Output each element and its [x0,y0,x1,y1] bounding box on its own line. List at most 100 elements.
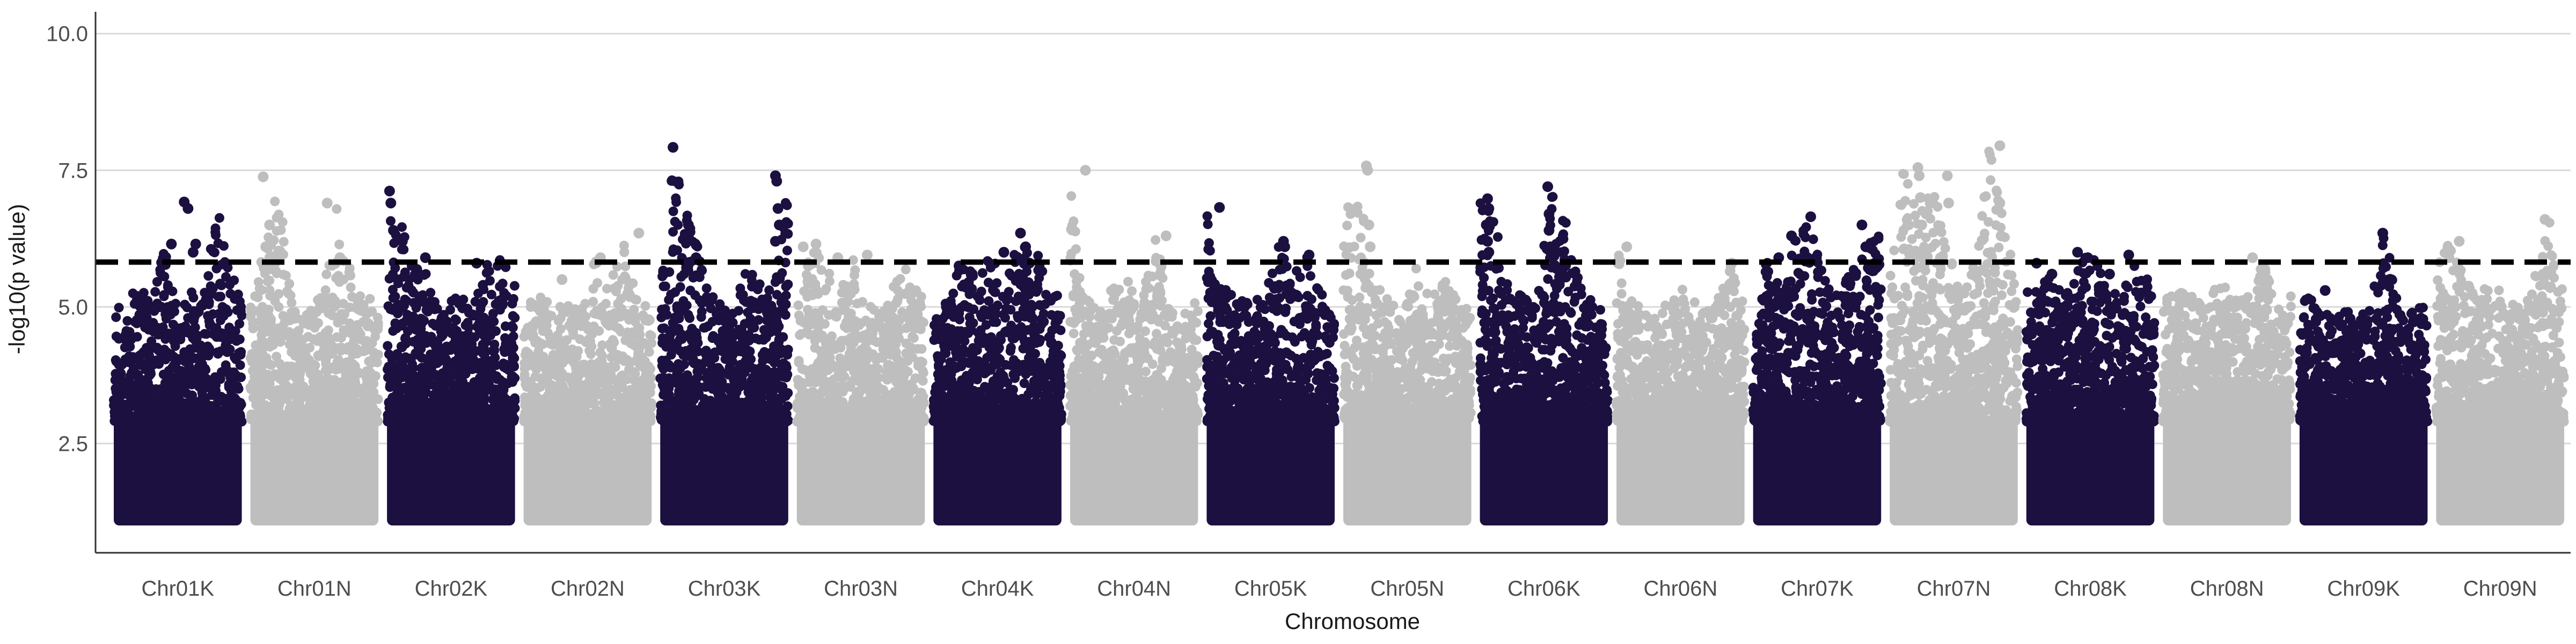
snp-point [385,197,397,209]
snp-point [452,326,462,336]
snp-point [182,203,194,214]
snp-point [132,332,142,342]
snp-point [287,347,297,357]
snp-point [264,311,274,321]
snp-point [158,369,169,379]
snp-point [541,320,552,331]
dense-points-chr01n [250,416,379,526]
snp-point [324,394,334,405]
snp-point [333,318,343,328]
snp-point [761,333,771,343]
snp-point [793,300,803,310]
snp-point [620,273,631,283]
snp-point [613,298,623,309]
snp-point [764,380,774,390]
snp-point [701,356,711,367]
snp-point [213,411,223,421]
snp-point [456,383,466,393]
snp-point [408,406,419,416]
snp-point [594,326,604,336]
snp-point [458,295,469,305]
snp-point [343,411,353,421]
snp-point [265,285,275,295]
snp-point [683,261,693,271]
snp-point [626,339,636,349]
snp-point [265,374,275,384]
snp-point [334,239,345,250]
snp-point [306,305,316,316]
snp-point [645,315,655,325]
snp-point [775,272,785,282]
snp-point [365,294,375,304]
snp-point [189,396,200,406]
snp-point [145,367,156,377]
snp-point [826,331,837,341]
snp-point [373,394,383,404]
snp-point [142,312,152,323]
snp-point [691,239,701,250]
snp-point [691,270,701,280]
snp-point [548,387,558,397]
snp-point [771,175,782,187]
snp-point [462,408,472,419]
snp-point [306,402,317,413]
snp-point [348,349,358,360]
snp-point [418,335,428,346]
snp-point [895,274,905,284]
snp-point [349,336,359,346]
snp-point [615,414,625,425]
snp-point [461,416,471,427]
snp-point [545,416,555,427]
snp-point [255,407,266,418]
snp-point [474,325,485,335]
snp-point [678,415,689,425]
snp-point [368,374,378,384]
snp-point [705,378,715,388]
snp-point [641,377,651,387]
snp-point [685,313,695,323]
snp-point [701,398,712,408]
snp-point [614,324,625,334]
snp-point [223,262,233,273]
snp-point [779,409,789,420]
snp-point [408,321,418,332]
snp-point [660,304,670,314]
snp-point [251,367,261,377]
snp-point [213,291,223,302]
snp-point [224,323,235,333]
snp-point [536,373,546,383]
snp-point [508,311,518,321]
snp-point [324,308,334,318]
snp-point [258,171,269,182]
snp-point [383,341,393,351]
snp-point [460,320,471,331]
snp-point [781,299,791,310]
snp-point [473,288,484,298]
snp-point [272,268,282,279]
snp-point [212,347,222,357]
snp-point [289,391,299,401]
snp-point [330,375,340,385]
snp-point [633,325,643,335]
snp-point [281,270,291,281]
snp-point [362,307,372,317]
snp-point [713,336,723,346]
snp-point [464,308,474,318]
snp-point [429,414,439,424]
snp-point [664,390,674,400]
snp-point [411,303,421,313]
snp-point [661,355,671,365]
snp-point [548,407,558,417]
snp-point [719,404,729,414]
snp-point [528,352,538,362]
snp-point [260,241,272,252]
snp-point [385,216,396,226]
snp-point [693,382,703,392]
snp-point [264,219,275,231]
snp-point [478,280,488,290]
snp-point [214,213,224,223]
snp-point [687,324,697,334]
snp-point [152,277,162,287]
snp-point [327,410,338,420]
snp-point [173,332,183,342]
